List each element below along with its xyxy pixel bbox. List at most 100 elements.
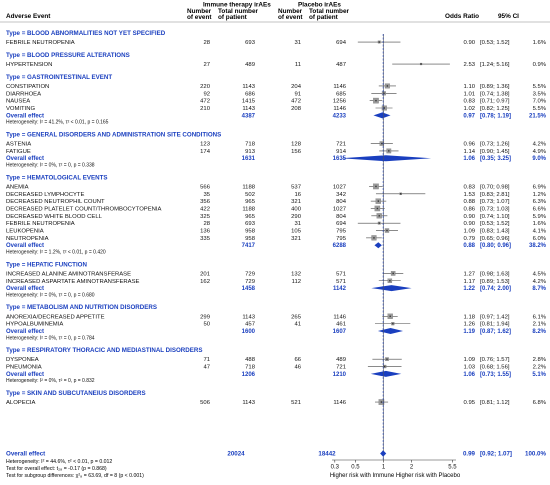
x-tick-label: 2 (410, 465, 414, 471)
row-placebo-total: 571 (336, 279, 346, 285)
subgroup-heterogeneity: Heterogeneity: I² = 0%, τ² = 0, p = 0.78… (6, 335, 95, 341)
test-overall-effect: Test for overall effect: t₂₈ = -0.17 (p … (6, 466, 107, 472)
subgroup-title: Type = HEMATOLOGICAL EVENTS (6, 174, 107, 181)
row-immune-events: 210 (200, 106, 211, 112)
row-weight: 1.6% (533, 221, 547, 227)
overall-diamond (380, 450, 387, 457)
row-immune-events: 136 (200, 229, 211, 235)
x-axis: 0.3 0.5 1 2 5.5 (331, 34, 457, 471)
row-placebo-total: 795 (336, 229, 347, 235)
study-row: DECREASED LYMPHOCYTE 35 502 16 342 1.53 [0.83;… (6, 192, 547, 198)
study-row: CONSTIPATION 220 1143 204 1146 1.10 [0.89; 1.3… (6, 83, 547, 90)
header-odds-ratio: Odds Ratio (445, 13, 479, 20)
row-name: VOMITING (6, 106, 36, 112)
study-row: INCREASED ALANINE AMINOTRANSFERASE 201 729… (6, 271, 547, 277)
point-estimate (383, 92, 385, 95)
row-or: 1.02 (464, 106, 475, 112)
study-row: FEBRILE NEUTROPENIA 28 693 31 694 0.90 [0.53; … (6, 221, 547, 227)
row-or: 2.53 (464, 62, 476, 68)
row-or: 0.90 (464, 221, 476, 227)
point-estimate (375, 185, 377, 188)
study-row: HYPOALBUMINEMIA 50 457 41 461 1.26 [0.81; 1.94… (6, 322, 547, 328)
subgroup-title: Type = RESPIRATORY THORACIC AND MEDIASTI… (6, 347, 202, 354)
row-placebo-total: 1256 (333, 99, 347, 105)
point-estimate (376, 207, 379, 210)
row-name: HYPOALBUMINEMIA (6, 322, 63, 328)
subgroup-overall-weight: 8.2% (532, 329, 546, 335)
row-or: 0.95 (464, 400, 476, 406)
subgroup-diamond (373, 112, 391, 119)
row-weight: 2.8% (533, 357, 547, 363)
row-placebo-events: 31 (294, 40, 301, 46)
row-immune-events: 356 (200, 199, 211, 205)
study-row: NEUTROPENIA 335 958 321 795 0.79 [0.65; 0.96] 6… (6, 235, 547, 242)
row-placebo-events: 112 (292, 279, 301, 285)
subgroup-overall-or: 0.88 (463, 243, 475, 249)
row-immune-total: 1143 (242, 84, 255, 90)
row-immune-total: 729 (245, 271, 255, 277)
row-weight: 4.9% (533, 149, 547, 155)
row-weight: 4.2% (533, 142, 547, 148)
row-immune-total: 686 (245, 91, 256, 97)
header-ci: 95% CI (498, 13, 519, 20)
point-estimate (378, 222, 380, 224)
row-weight: 6.8% (533, 400, 547, 406)
subgroup-overall-weight: 5.1% (532, 372, 546, 378)
study-row: ANEMIA 566 1188 537 1027 0.83 [0.70; 0.98] 6.9% (6, 183, 547, 190)
row-placebo-events: 156 (291, 149, 302, 155)
study-row: FATIGUE 174 913 156 914 1.14 [0.90; 1.45] 4.9% (6, 148, 547, 155)
header-placebo-total-2: of patient (309, 14, 339, 21)
point-estimate (389, 280, 391, 282)
row-placebo-total: 342 (336, 192, 346, 198)
overall-effect-label: Overall effect (6, 451, 45, 458)
row-ci: [0.82; 1.25] (480, 106, 510, 112)
subgroup-3: Type = GENERAL DISORDERS AND ADMINISTRAT… (6, 131, 547, 168)
right-direction-label: Higher risk with Placebo (396, 473, 461, 479)
row-or: 0.88 (464, 199, 476, 205)
row-ci: [0.74; 1.10] (480, 214, 510, 220)
row-weight: 0.9% (533, 62, 547, 68)
subgroup-overall-weight: 38.2% (529, 243, 547, 249)
row-placebo-events: 321 (291, 199, 301, 205)
row-ci: [0.65; 0.96] (480, 236, 510, 242)
header-placebo-number-2: of event (278, 14, 303, 21)
header-immune-total-1: Total number (218, 8, 259, 15)
study-row: ALOPECIA 506 1143 521 1146 0.95 [0.81; 1.12] 6.… (6, 399, 547, 406)
row-or: 1.03 (464, 365, 476, 371)
row-ci: [0.53; 1.52] (480, 40, 510, 46)
row-name: HYPERTENSION (6, 62, 52, 68)
row-placebo-total: 1146 (333, 84, 346, 90)
row-placebo-total: 914 (336, 149, 347, 155)
row-or: 1.10 (464, 84, 476, 90)
row-placebo-total: 685 (336, 91, 347, 97)
row-placebo-events: 521 (291, 400, 301, 406)
row-name: DECREASED LYMPHOCYTE (6, 192, 85, 198)
row-or: 1.18 (464, 314, 476, 320)
row-weight: 5.5% (533, 84, 547, 90)
subgroup-overall-label: Overall effect (6, 372, 44, 378)
overall-placebo-total: 18442 (318, 451, 336, 458)
point-estimate (400, 193, 402, 195)
subgroup-diamond (377, 327, 404, 334)
row-name: INCREASED ALANINE AMINOTRANSFERASE (6, 271, 131, 277)
row-immune-events: 28 (203, 221, 210, 227)
header-placebo-number-1: Number (278, 8, 303, 15)
point-estimate (378, 215, 380, 217)
row-weight: 5.9% (533, 214, 547, 220)
row-weight: 5.5% (533, 106, 547, 112)
subgroup-heterogeneity: Heterogeneity: I² = 1.2%, τ² < 0.01, p =… (6, 250, 106, 256)
row-name: DECREASED PLATELET COUNT/THROMBOCYTOPENI… (6, 206, 162, 212)
subgroup-overall-placebo-total: 1607 (333, 329, 347, 335)
row-immune-events: 27 (203, 62, 210, 68)
subgroup-overall-placebo-total: 1635 (333, 156, 347, 162)
subgroup-title: Type = BLOOD ABNORMALITIES NOT YET SPECI… (6, 30, 166, 37)
row-immune-events: 506 (200, 400, 211, 406)
subgroup-overall-ci: [0.80; 0.96] (480, 243, 511, 249)
overall-ci: [0.92; 1.07] (480, 451, 512, 458)
row-placebo-total: 1027 (333, 206, 346, 212)
row-placebo-events: 208 (291, 106, 302, 112)
row-placebo-total: 1027 (333, 184, 346, 190)
row-placebo-events: 321 (291, 236, 301, 242)
row-immune-total: 693 (245, 221, 256, 227)
subgroup-7: Type = RESPIRATORY THORACIC AND MEDIASTI… (6, 347, 547, 384)
